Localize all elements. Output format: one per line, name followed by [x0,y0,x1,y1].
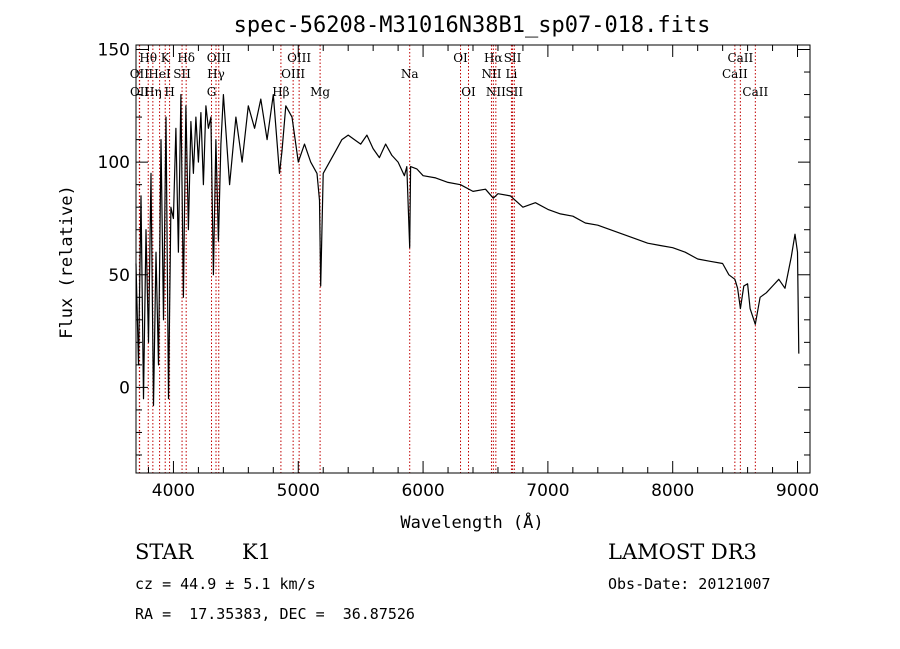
spectral-line-label: OIII [207,51,231,65]
survey-name: LAMOST DR3 [608,540,757,564]
spectral-line-label: SII [504,51,522,65]
spectral-line-label: NII [481,67,501,81]
spectral-line-label: Hγ [207,67,225,81]
sky-coordinates: RA = 17.35383, DEC = 36.87526 [135,605,415,623]
x-tick-label: 6000 [401,481,444,501]
spectral-line-label: OI [461,85,476,99]
spectral-line-label: OIII [281,67,305,81]
object-subclass: K1 [242,540,272,564]
y-tick-label: 50 [108,266,130,286]
spectrum-line [135,93,800,406]
spectral-line-label: CaII [722,67,748,81]
object-class: STAR [135,540,194,564]
spectral-line-label: OI [453,51,468,65]
x-tick-label: 4000 [152,481,195,501]
spectral-line-label: K [161,51,171,65]
spectral-line-label: Hβ [272,85,289,99]
spectral-line-label: OII [130,67,150,81]
axis-ticks-layer: 4000 5000 6000 7000 8000 9000 0 50 100 150 [98,41,820,501]
spectral-line-label: Hη [144,85,162,99]
spectral-line-label: CaII [727,51,753,65]
spectral-line-label: HeI [148,67,171,81]
x-tick-label: 8000 [651,481,694,501]
plot-frame [135,44,811,474]
chart-title: spec-56208-M31016N38B1_sp07-018.fits [234,13,711,38]
x-tick-label: 7000 [526,481,569,501]
spectral-lines-layer [138,45,756,473]
y-tick-label: 100 [98,153,130,173]
y-tick-label: 150 [98,41,130,61]
y-axis-label: Flux (relative) [57,185,77,339]
x-tick-label: 9000 [776,481,819,501]
x-axis-label: Wavelength (Å) [400,511,543,533]
x-tick-label: 5000 [277,481,320,501]
spectral-line-label: Mg [310,85,330,99]
spectral-line-label: Hθ [139,51,157,65]
spectral-line-label: Na [401,67,419,81]
spectral-line-label: NII [486,85,506,99]
spectral-line-label: Hδ [177,51,195,65]
spectral-line-label: SII [173,67,191,81]
spectral-line-label: OII [130,85,150,99]
redshift-velocity: cz = 44.9 ± 5.1 km/s [135,575,316,593]
y-tick-label: 0 [119,378,130,398]
spectral-line-label: SII [505,85,523,99]
spectral-line-label: Li [506,67,518,81]
spectral-line-label: G [207,85,217,99]
spectral-line-label: H [164,85,174,99]
observation-date: Obs-Date: 20121007 [608,575,771,593]
spectrum-layer [135,93,800,406]
spectral-line-label: OIII [287,51,311,65]
spectral-line-label: CaII [742,85,768,99]
spectral-line-label: Hα [484,51,503,65]
